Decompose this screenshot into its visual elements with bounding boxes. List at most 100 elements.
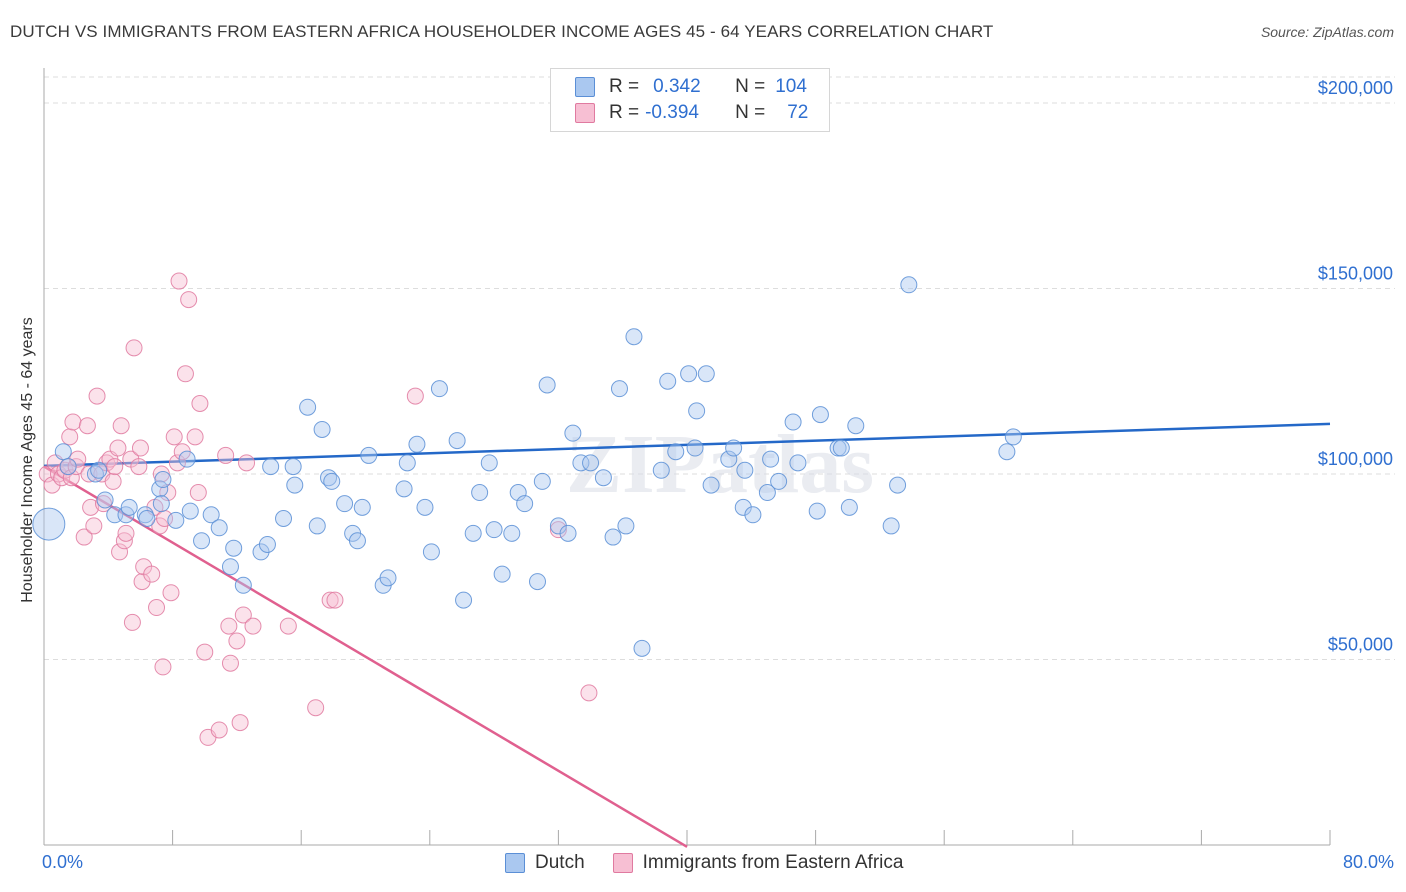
- dutch-point: [720, 450, 738, 468]
- dutch-point: [900, 276, 918, 294]
- dutch-point: [138, 510, 156, 528]
- immigrants-point: [78, 417, 96, 435]
- gridlines: [44, 76, 1395, 660]
- immigrants-point: [228, 632, 246, 650]
- immigrants-point: [143, 565, 161, 583]
- immigrants-point: [196, 643, 214, 661]
- dutch-point: [485, 521, 503, 539]
- data-points: [32, 272, 1022, 746]
- dutch-point: [582, 454, 600, 472]
- legend-r-label: R =: [609, 76, 640, 97]
- dutch-point: [353, 498, 371, 516]
- dutch-point: [840, 498, 858, 516]
- dutch-point: [225, 539, 243, 557]
- dutch-point: [736, 461, 754, 479]
- dutch-point: [725, 439, 743, 457]
- immigrants-point: [88, 387, 106, 405]
- dutch-point: [686, 439, 704, 457]
- legend-row-immigrants: R = -0.394 N = 72: [575, 101, 808, 125]
- dutch-point: [286, 476, 304, 494]
- dutch-point: [516, 495, 534, 513]
- dutch-point: [594, 469, 612, 487]
- dutch-point: [998, 443, 1016, 461]
- dutch-point: [120, 498, 138, 516]
- chart-title: DUTCH VS IMMIGRANTS FROM EASTERN AFRICA …: [10, 22, 994, 41]
- legend-n-value: 104: [775, 76, 807, 97]
- immigrants-point: [549, 521, 567, 539]
- immigrants-point: [186, 428, 204, 446]
- dutch-point: [625, 328, 643, 346]
- immigrants-point: [244, 617, 262, 635]
- y-tick-label: $200,000: [1318, 78, 1393, 98]
- immigrants-point: [191, 394, 209, 412]
- dutch-point: [336, 495, 354, 513]
- dutch-point: [455, 591, 473, 609]
- x-tick-min: 0.0%: [42, 852, 84, 872]
- dutch-point: [54, 443, 72, 461]
- dutch-point: [395, 480, 413, 498]
- dutch-point: [811, 406, 829, 424]
- dutch-point: [652, 461, 670, 479]
- legend-r-value: 0.342: [653, 76, 701, 97]
- dutch-point: [789, 454, 807, 472]
- immigrants-point: [123, 613, 141, 631]
- dutch-point: [882, 517, 900, 535]
- legend-dutch-label: Dutch: [535, 852, 585, 873]
- dutch-point: [299, 398, 317, 416]
- immigrants-point: [80, 465, 98, 483]
- dutch-trend-line: [43, 422, 1331, 468]
- dutch-point: [702, 476, 720, 494]
- dutch-point: [617, 517, 635, 535]
- dutch-point: [275, 510, 293, 528]
- immigrants-point: [106, 458, 124, 476]
- immigrants-point: [180, 291, 198, 309]
- dutch-point: [564, 424, 582, 442]
- immigrants-point: [580, 684, 598, 702]
- legend-r-label: R =: [609, 102, 640, 123]
- trend-lines: [43, 422, 1331, 848]
- immigrants-point: [162, 584, 180, 602]
- immigrants-point: [189, 484, 207, 502]
- dutch-point: [221, 558, 239, 576]
- immigrants-swatch-icon: [612, 853, 633, 873]
- immigrants-trend-line: [43, 465, 688, 848]
- legend-r-value: -0.394: [645, 102, 699, 123]
- immigrants-point: [234, 606, 252, 624]
- immigrants-point: [221, 654, 239, 672]
- dutch-point: [464, 524, 482, 542]
- dutch-swatch-icon: [575, 77, 595, 97]
- dutch-point: [471, 484, 489, 502]
- immigrants-swatch-icon: [575, 103, 595, 123]
- dutch-point: [493, 565, 511, 583]
- dutch-point: [633, 639, 651, 657]
- dutch-point: [533, 472, 551, 490]
- dutch-point: [889, 476, 907, 494]
- dutch-point: [604, 528, 622, 546]
- immigrants-point: [279, 617, 297, 635]
- dutch-point: [360, 446, 378, 464]
- dutch-point: [96, 491, 114, 509]
- dutch-point: [480, 454, 498, 472]
- dutch-point: [262, 458, 280, 476]
- stats-legend: R = 0.342 N = 104 R = -0.394 N = 72: [550, 68, 830, 132]
- immigrants-point: [217, 446, 235, 464]
- immigrants-point: [117, 524, 135, 542]
- y-tick-label: $50,000: [1328, 634, 1393, 654]
- dutch-point: [784, 413, 802, 431]
- legend-row-dutch: R = 0.342 N = 104: [575, 75, 807, 99]
- dutch-point: [210, 519, 228, 537]
- dutch-point: [572, 454, 590, 472]
- immigrants-point: [154, 658, 172, 676]
- immigrants-point: [61, 428, 79, 446]
- legend-n-label: N =: [735, 76, 766, 97]
- dutch-point: [680, 365, 698, 383]
- dutch-point: [408, 435, 426, 453]
- dutch-point: [90, 461, 108, 479]
- dutch-point: [762, 450, 780, 468]
- dutch-point: [154, 471, 172, 489]
- immigrants-point: [176, 365, 194, 383]
- immigrants-trend-extension: [683, 844, 688, 848]
- dutch-point: [847, 417, 865, 435]
- axes: [43, 68, 1331, 846]
- immigrants-point: [220, 617, 238, 635]
